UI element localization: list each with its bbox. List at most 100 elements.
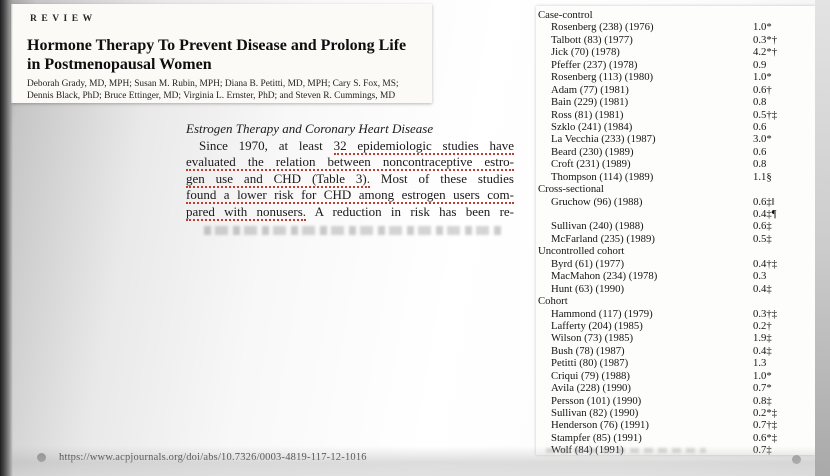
study-name: Pfeffer (237) (1978) (551, 58, 638, 71)
risk-value: 0.9 (753, 58, 767, 71)
table-row: 0.4‡¶ (538, 208, 815, 220)
authors-line2: Dennis Black, PhD; Bruce Ettinger, MD; V… (27, 90, 396, 101)
table-row: Pfeffer (237) (1978) 0.9 (538, 59, 815, 71)
table-row: McFarland (235) (1989) 0.5‡ (538, 233, 815, 245)
risk-value: 0.2† (753, 319, 772, 332)
table-row: Croft (231) (1989) 0.8 (538, 158, 815, 170)
study-name: Bush (78) (1987) (551, 344, 625, 357)
study-name: McFarland (235) (1989) (551, 232, 655, 245)
paper-title-line2: in Postmenopausal Women (27, 56, 212, 73)
study-name: Bain (229) (1981) (551, 96, 629, 109)
table-row: Talbott (83) (1977) 0.3*† (538, 34, 815, 46)
study-name: Avila (228) (1990) (551, 382, 631, 395)
table-row: Adam (77) (1981) 0.6† (538, 84, 815, 96)
table-row: Bain (229) (1981) 0.8 (538, 96, 815, 108)
table-group-header: Cohort (538, 295, 568, 308)
table-row: Henderson (76) (1991) 0.7†‡ (538, 419, 815, 431)
left-edge-shadow (0, 0, 13, 476)
study-name: Beard (230) (1989) (551, 145, 634, 158)
study-name: Lafferty (204) (1985) (551, 319, 643, 332)
faded-cutoff-line (204, 225, 504, 235)
study-name: Wilson (73) (1985) (551, 332, 634, 345)
annotated-underline: gen use and CHD (Table 3). (186, 170, 370, 188)
annotated-underline: 32 epidemiologic studies have (333, 137, 514, 155)
study-name: Rosenberg (113) (1980) (551, 71, 654, 84)
table-row: Thompson (114) (1989) 1.1§ (538, 171, 815, 183)
study-name: Petitti (80) (1987) (551, 357, 629, 370)
annotated-underline: evaluated the relation between noncontra… (186, 154, 514, 172)
table-row: Byrd (61) (1977) 0.4†‡ (538, 258, 815, 270)
authors-line1: Deborah Grady, MD, MPH; Susan M. Rubin, … (27, 79, 399, 89)
excerpt-text: A reduction in risk has been re- (306, 203, 514, 219)
excerpt-lines: Since 1970, at least 32 epidemiologic st… (186, 137, 514, 221)
study-table-card: Case-control Rosenberg (238) (1976) 1.0* Ta… (536, 6, 815, 457)
table-row: Wilson (73) (1985) 1.9‡ (538, 332, 815, 344)
excerpt-line: Since 1970, at least 32 epidemiologic st… (186, 137, 514, 155)
risk-value: 4.2*† (753, 46, 778, 59)
risk-value: 0.4‡¶ (753, 208, 777, 220)
excerpt-line: gen use and CHD (Table 3). Most of these… (186, 170, 514, 188)
risk-value: 0.6‡‖ (753, 195, 775, 208)
risk-value: 0.8 (753, 158, 767, 171)
table-row: Gruchow (96) (1988) 0.6‡‖ (538, 196, 815, 208)
study-table: Case-control Rosenberg (238) (1976) 1.0* Ta… (538, 9, 815, 457)
table-group-header: Uncontrolled cohort (538, 245, 625, 258)
annotated-underline: found a lower risk for CHD among estroge… (186, 187, 514, 205)
excerpt-section: Estrogen Therapy and Coronary Heart Dise… (186, 121, 514, 235)
risk-value: 1.0* (753, 369, 772, 382)
risk-value: 0.6 (753, 145, 767, 158)
excerpt-line: pared with nonusers. A reduction in risk… (186, 203, 514, 221)
section-heading: Estrogen Therapy and Coronary Heart Dise… (186, 121, 434, 136)
study-name: Hunt (63) (1990) (551, 282, 625, 295)
table-row: Stampfer (85) (1991) 0.6*‡ (538, 432, 815, 444)
study-name: La Vecchia (233) (1987) (551, 133, 656, 146)
study-name: Adam (77) (1981) (551, 83, 629, 96)
risk-value: 1.9‡ (753, 332, 772, 345)
risk-value: 0.8 (753, 96, 767, 109)
risk-value: 0.4‡ (753, 344, 772, 357)
risk-value: 0.6 (753, 120, 767, 133)
risk-value: 1.0* (753, 21, 772, 34)
table-row: Jick (70) (1978) 4.2*† (538, 46, 815, 58)
table-row: Persson (101) (1990) 0.8‡ (538, 395, 815, 407)
study-name: Persson (101) (1990) (551, 394, 642, 407)
paper-title: Hormone Therapy To Prevent Disease and P… (27, 36, 419, 74)
table-row: Sullivan (82) (1990) 0.2*‡ (538, 407, 815, 419)
table-row: MacMahon (234) (1978) 0.3 (538, 270, 815, 282)
table-row: Lafferty (204) (1985) 0.2† (538, 320, 815, 332)
study-name: Gruchow (96) (1988) (551, 195, 643, 208)
table-row: Petitti (80) (1987) 1.3 (538, 357, 815, 369)
table-group-header: Case-control (538, 9, 593, 21)
table-row: Bush (78) (1987) 0.4‡ (538, 345, 815, 357)
table-row: Hunt (63) (1990) 0.4‡ (538, 283, 815, 295)
excerpt-text: Most of these studies (369, 170, 514, 186)
study-name: Sullivan (82) (1990) (551, 407, 639, 419)
risk-value: 0.3 (753, 270, 767, 283)
risk-value: 0.7†‡ (753, 419, 778, 432)
study-name: Criqui (79) (1988) (551, 369, 630, 382)
study-name: Croft (231) (1989) (551, 158, 631, 171)
table-row: La Vecchia (233) (1987) 3.0* (538, 133, 815, 145)
risk-value: 0.5†‡ (753, 108, 778, 121)
table-row: Szklo (241) (1984) 0.6 (538, 121, 815, 133)
paper-title-line1: Hormone Therapy To Prevent Disease and P… (27, 37, 407, 54)
study-name: Jick (70) (1978) (551, 46, 620, 59)
table-row: Sullivan (240) (1988) 0.6‡ (538, 220, 815, 232)
study-name: Ross (81) (1981) (551, 108, 624, 121)
study-name: Thompson (114) (1989) (551, 170, 654, 183)
risk-value: 0.4†‡ (753, 257, 778, 270)
review-kicker: REVIEW (30, 14, 97, 24)
table-row: Avila (228) (1990) 0.7* (538, 382, 815, 394)
excerpt-text: Since 1970, at least (199, 137, 334, 153)
risk-value: 0.4‡ (753, 282, 772, 295)
table-row: Rosenberg (113) (1980) 1.0* (538, 71, 815, 83)
study-name (538, 208, 753, 220)
risk-value: 0.6*‡ (753, 431, 778, 444)
bottom-shade (0, 446, 830, 476)
study-name: Henderson (76) (1991) (551, 419, 649, 432)
risk-value: 0.2*‡ (753, 407, 778, 419)
table-row: Beard (230) (1989) 0.6 (538, 146, 815, 158)
study-name: Szklo (241) (1984) (551, 120, 633, 133)
paper-authors: Deborah Grady, MD, MPH; Susan M. Rubin, … (27, 79, 432, 102)
